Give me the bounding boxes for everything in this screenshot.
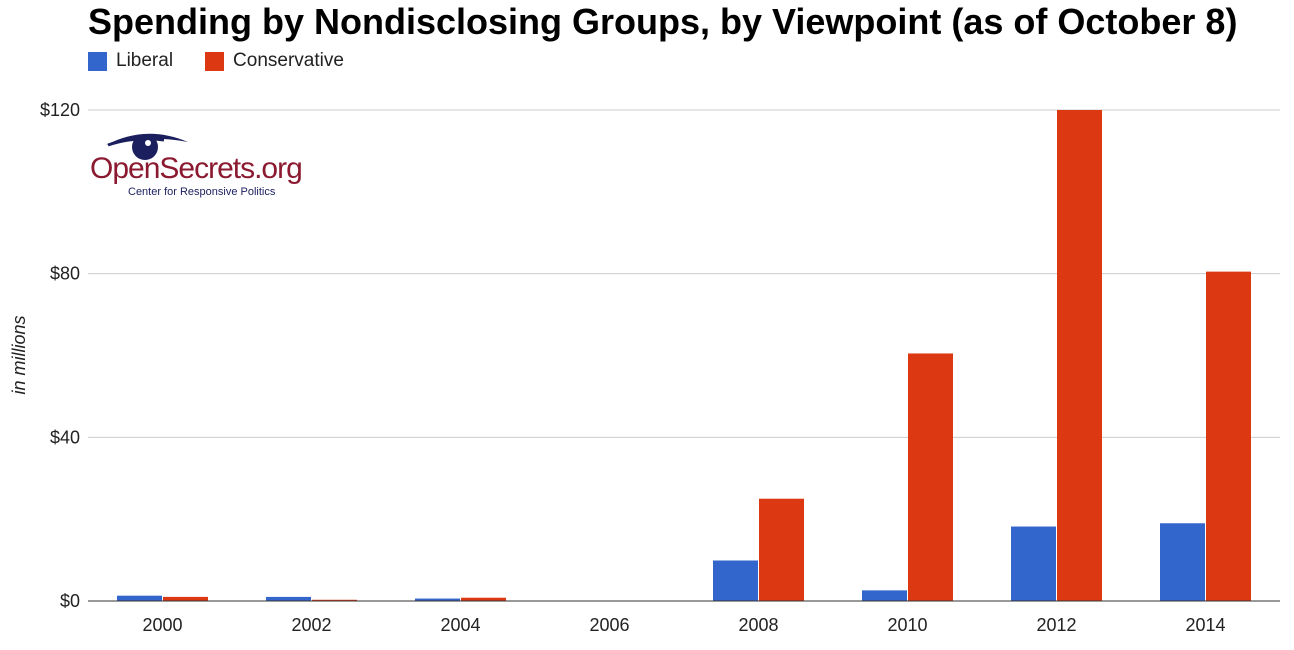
y-tick-label: $40 (50, 427, 80, 447)
legend-label-liberal: Liberal (116, 50, 174, 71)
bar-liberal-2012[interactable] (1011, 526, 1056, 601)
x-tick-label: 2010 (887, 615, 927, 635)
bar-liberal-2010[interactable] (862, 590, 907, 601)
bar-liberal-2002[interactable] (266, 596, 311, 601)
x-tick-label: 2000 (142, 615, 182, 635)
x-axis-ticks: 2000 2002 2004 2006 2008 2010 2012 2014 (142, 615, 1225, 635)
bar-conservative-2002[interactable] (312, 599, 357, 601)
legend-item-liberal[interactable]: Liberal (88, 50, 173, 72)
legend: Liberal Conservative (88, 50, 376, 72)
x-tick-label: 2014 (1185, 615, 1225, 635)
legend-swatch-liberal (88, 51, 107, 71)
bar-liberal-2008[interactable] (713, 560, 758, 601)
bar-liberal-2000[interactable] (117, 595, 162, 601)
y-tick-label: $80 (50, 264, 80, 284)
bar-conservative-2012[interactable] (1057, 110, 1102, 601)
bar-conservative-2004[interactable] (461, 597, 506, 601)
legend-label-conservative: Conservative (233, 50, 344, 71)
bar-conservative-2008[interactable] (759, 498, 804, 601)
y-tick-label: $120 (40, 100, 80, 120)
y-axis-ticks: $0 $40 $80 $120 (40, 100, 80, 611)
bar-conservative-2014[interactable] (1206, 271, 1251, 601)
x-tick-label: 2002 (291, 615, 331, 635)
logo-subtitle: Center for Responsive Politics (128, 186, 276, 198)
legend-item-conservative[interactable]: Conservative (205, 50, 344, 72)
opensecrets-logo: OpenSecrets.org Center for Responsive Po… (90, 128, 303, 200)
x-tick-label: 2006 (589, 615, 629, 635)
x-tick-label: 2012 (1036, 615, 1076, 635)
bar-liberal-2014[interactable] (1160, 523, 1205, 601)
logo-wordmark: OpenSecrets.org (90, 152, 303, 185)
bar-conservative-2010[interactable] (908, 353, 953, 601)
bar-liberal-2004[interactable] (415, 598, 460, 601)
x-tick-label: 2008 (738, 615, 778, 635)
y-axis-title: in millions (9, 315, 29, 394)
bar-conservative-2000[interactable] (163, 596, 208, 601)
legend-swatch-conservative (205, 51, 225, 71)
bars (117, 110, 1251, 601)
eye-icon (106, 133, 188, 160)
chart-title: Spending by Nondisclosing Groups, by Vie… (88, 1, 1238, 42)
y-tick-label: $0 (60, 591, 80, 611)
x-tick-label: 2004 (440, 615, 480, 635)
